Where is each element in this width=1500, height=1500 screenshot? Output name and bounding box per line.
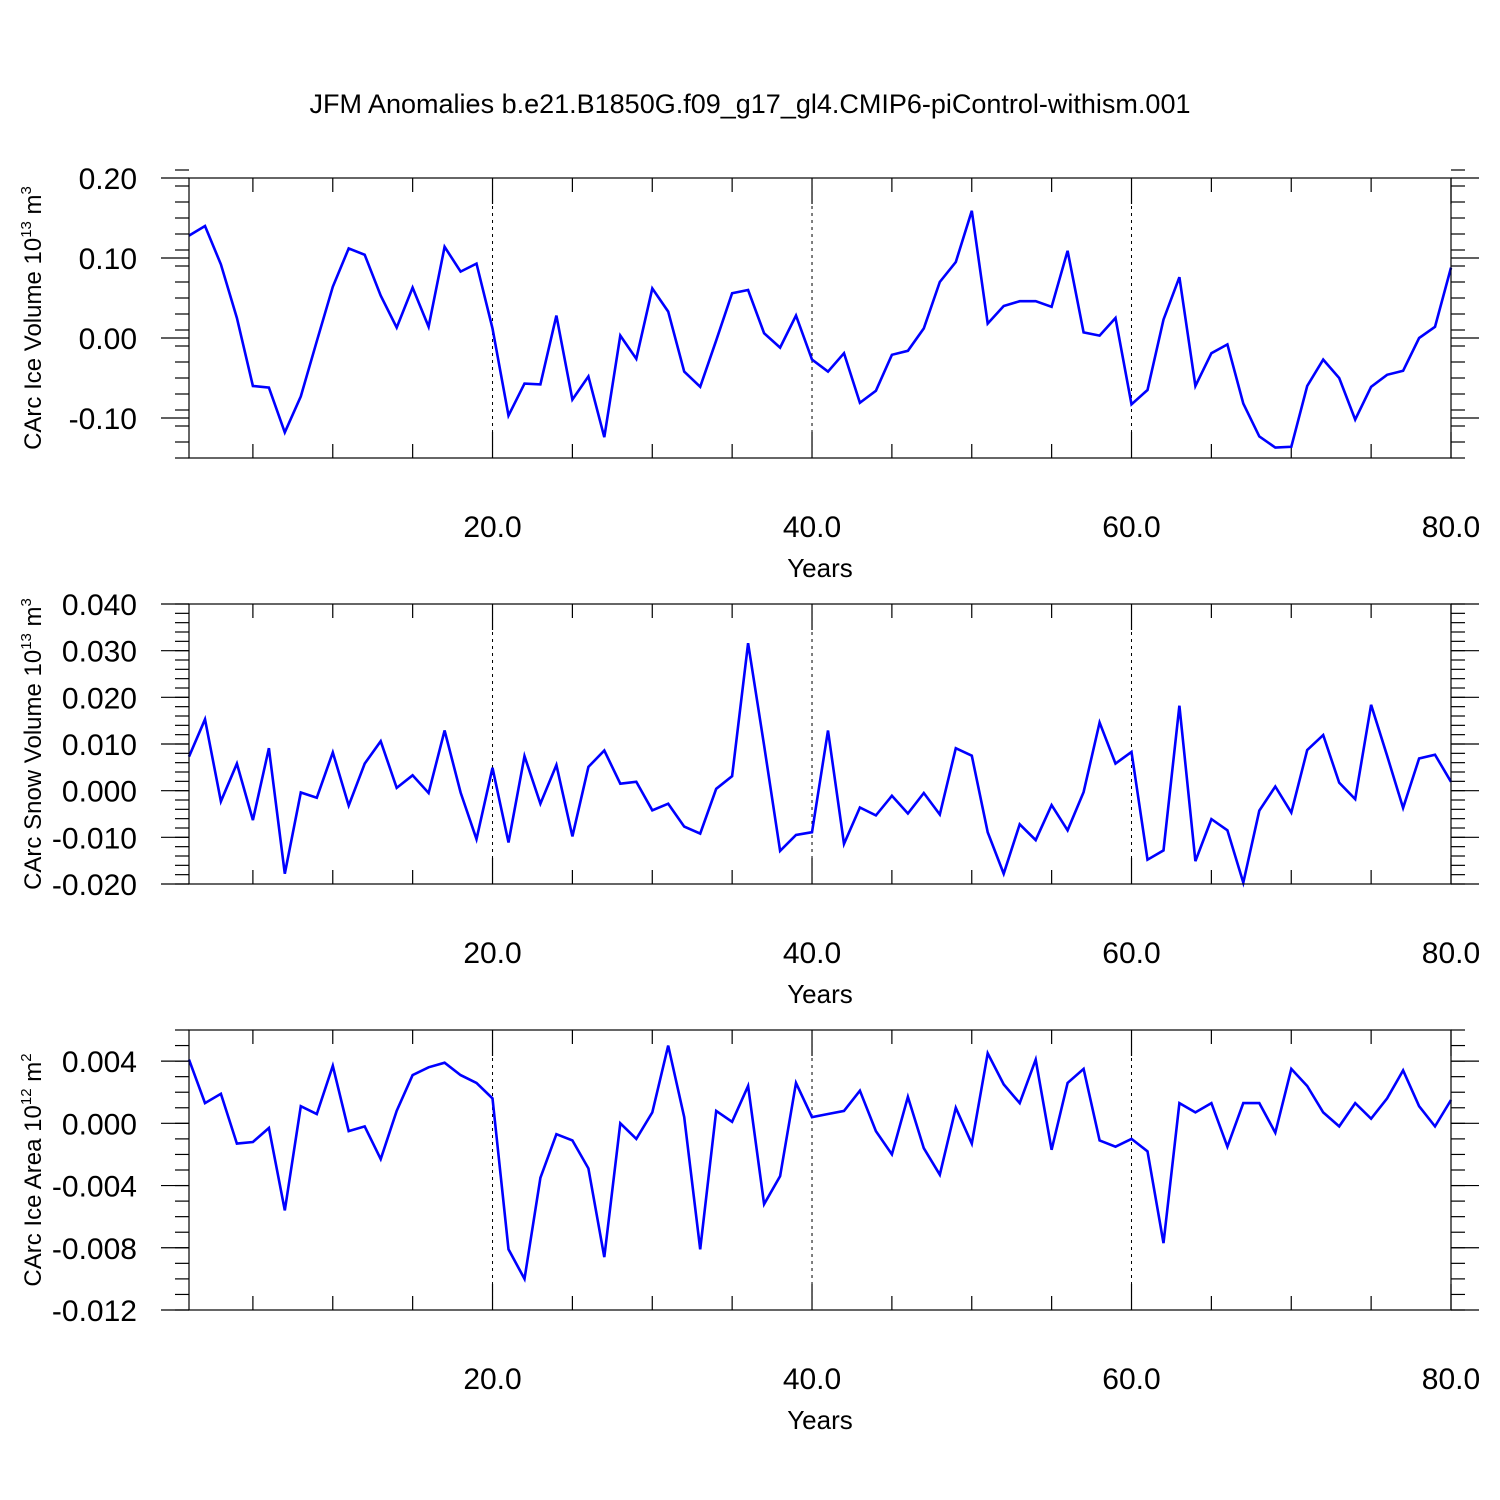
x-tick-label: 80.0 (1422, 1363, 1480, 1396)
y-axis-label-text: CArc Ice Area 10 (20, 1105, 47, 1286)
x-axis-label: Years (787, 1405, 853, 1435)
y-axis-label: CArc Ice Area 1012 m2 (18, 1053, 47, 1286)
x-tick-label: 40.0 (783, 1363, 841, 1396)
plot-frame (188, 603, 1452, 885)
y-axis-label-exponent: 13 (18, 221, 35, 238)
x-tick-label: 60.0 (1102, 511, 1160, 544)
y-axis-label-text: CArc Snow Volume 10 (20, 650, 47, 890)
y-tick-label: 0.000 (62, 1108, 137, 1141)
y-tick-label: 0.00 (79, 323, 137, 356)
x-tick-label: 20.0 (463, 1363, 521, 1396)
x-axis-label: Years (787, 979, 853, 1009)
x-tick-label: 80.0 (1422, 937, 1480, 970)
y-tick-label: -0.010 (52, 822, 137, 855)
chart-panels: -0.10 0.00 0.10 0.20 20.0 40.0 60.0 80.0 Years CA… (18, 163, 1480, 1435)
y-tick-label: 0.20 (79, 163, 137, 196)
chart-title: JFM Anomalies b.e21.B1850G.f09_g17_gl4.C… (310, 89, 1191, 119)
y-tick-label: -0.012 (52, 1295, 137, 1328)
y-axis-label: CArc Snow Volume 1013 m3 (18, 598, 47, 890)
chart-panel-1: -0.10 0.00 0.10 0.20 20.0 40.0 60.0 80.0 Years CA… (18, 163, 1480, 583)
series-line (188, 210, 1453, 449)
y-tick-label: 0.030 (62, 636, 137, 669)
chart-panel-2: -0.020 -0.010 0.000 0.010 0.020 0.030 0.040 20.… (18, 589, 1480, 1009)
y-axis-label-unit: m (20, 194, 47, 221)
y-axis-label-unit-exponent: 3 (18, 186, 35, 194)
y-axis-label-unit-exponent: 3 (18, 598, 35, 606)
y-tick-label: 0.010 (62, 729, 137, 762)
y-axis-label-exponent: 13 (18, 633, 35, 650)
series-line (187, 1045, 1453, 1283)
y-tick-label: -0.020 (52, 869, 137, 902)
y-tick-label: 0.020 (62, 682, 137, 715)
y-axis-label-unit: m (20, 606, 47, 633)
y-tick-label: -0.004 (52, 1171, 137, 1204)
x-tick-label: 20.0 (463, 937, 521, 970)
y-axis-label-text: CArc Ice Volume 10 (20, 238, 47, 450)
x-axis-label: Years (787, 553, 853, 583)
x-tick-label: 40.0 (783, 937, 841, 970)
series-line (187, 642, 1453, 888)
y-tick-label: 0.000 (62, 776, 137, 809)
x-tick-label: 60.0 (1102, 937, 1160, 970)
y-axis-label-exponent: 12 (18, 1088, 35, 1105)
plot-frame (188, 177, 1452, 459)
x-tick-label: 40.0 (783, 511, 841, 544)
x-tick-label: 80.0 (1422, 511, 1480, 544)
y-axis-label-unit-exponent: 2 (18, 1053, 35, 1061)
plot-frame (188, 1029, 1452, 1311)
y-tick-label: -0.008 (52, 1233, 137, 1266)
y-axis-label-unit: m (20, 1062, 47, 1089)
chart-panel-3: -0.012 -0.008 -0.004 0.000 0.004 20.0 40.0 60.0… (18, 1029, 1480, 1435)
y-axis-label: CArc Ice Volume 1013 m3 (18, 186, 47, 450)
y-tick-label: -0.10 (69, 403, 137, 436)
y-tick-label: 0.004 (62, 1046, 137, 1079)
y-tick-label: 0.040 (62, 589, 137, 622)
x-tick-label: 20.0 (463, 511, 521, 544)
y-tick-label: 0.10 (79, 243, 137, 276)
x-tick-label: 60.0 (1102, 1363, 1160, 1396)
